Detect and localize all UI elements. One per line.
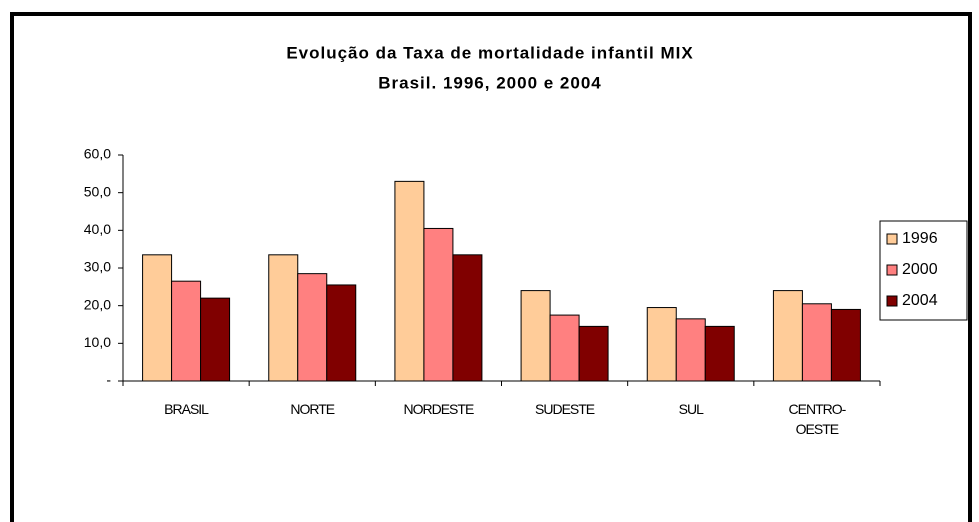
legend-swatch [886,295,898,307]
bar [268,254,299,382]
bar [452,254,483,382]
chart-title: Evolução da Taxa de mortalidade infantil… [286,43,693,62]
bar [830,308,861,382]
bar [675,318,706,382]
legend-label: 2000 [902,261,938,278]
bar [297,273,328,382]
bar [200,297,231,382]
y-tick-label: 50,0 [84,183,111,199]
bar [326,284,357,382]
legend-label: 2004 [902,292,938,309]
bar [578,325,609,382]
bar [772,290,803,382]
x-tick-label: SUL [678,401,704,417]
bar [704,325,735,382]
bar [171,280,202,382]
bar [142,254,173,382]
bar [520,290,551,382]
bar [549,314,580,382]
bar [801,303,832,382]
legend-swatch [886,233,898,245]
x-tick-label: BRASIL [164,401,209,417]
legend-swatch [886,264,898,276]
x-tick-label: CENTRO-OESTE [788,401,847,437]
bar [423,227,454,382]
x-tick-label: SUDESTE [535,401,595,417]
y-tick-label: - [106,372,111,388]
x-tick-label: NORDESTE [403,401,475,417]
chart-subtitle: Brasil. 1996, 2000 e 2004 [378,73,602,92]
bar [394,180,425,382]
legend-label: 1996 [902,230,938,247]
y-tick-label: 30,0 [84,259,111,275]
y-tick-label: 40,0 [84,221,111,237]
x-tick-label: NORTE [290,401,335,417]
y-tick-label: 20,0 [84,296,111,312]
y-tick-label: 10,0 [84,334,111,350]
y-tick-label: 60,0 [84,146,111,162]
bar [646,307,677,382]
